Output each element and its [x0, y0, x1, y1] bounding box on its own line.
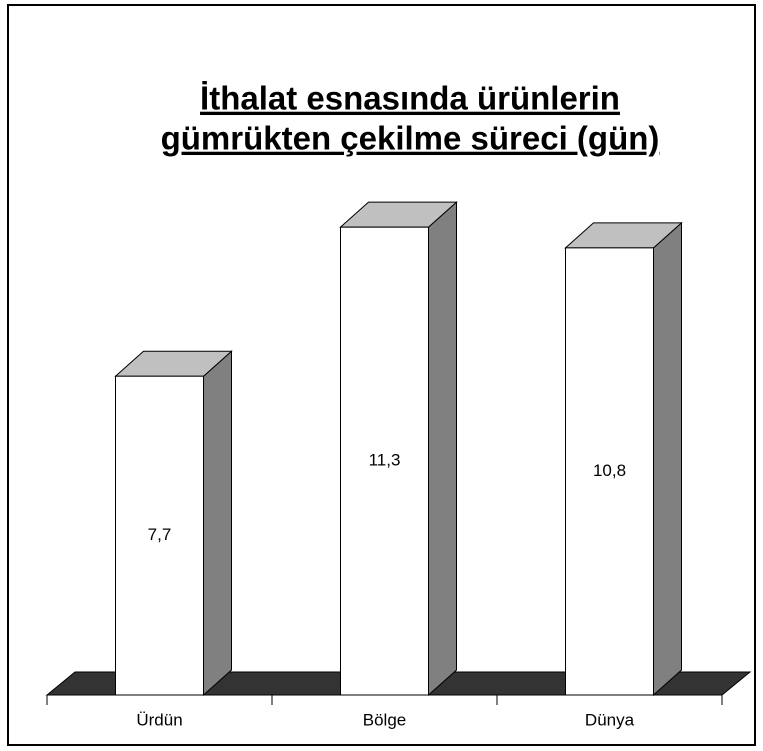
- bar-side: [428, 201, 457, 697]
- x-tick-label: Ürdün: [136, 710, 182, 729]
- x-tick-label: Bölge: [363, 710, 406, 729]
- bar-side: [653, 221, 682, 697]
- bar: [340, 226, 429, 696]
- bar: [565, 247, 654, 696]
- x-tick-label: Dünya: [585, 710, 635, 729]
- bar-side: [203, 350, 232, 697]
- chart-title: İthalat esnasında ürünlerin: [200, 80, 620, 117]
- chart-title: gümrükten çekilme süreci (gün): [161, 120, 660, 157]
- data-label: 11,3: [369, 451, 401, 470]
- bar: [115, 375, 204, 696]
- data-label: 7,7: [148, 525, 172, 544]
- data-label: 10,8: [593, 461, 626, 480]
